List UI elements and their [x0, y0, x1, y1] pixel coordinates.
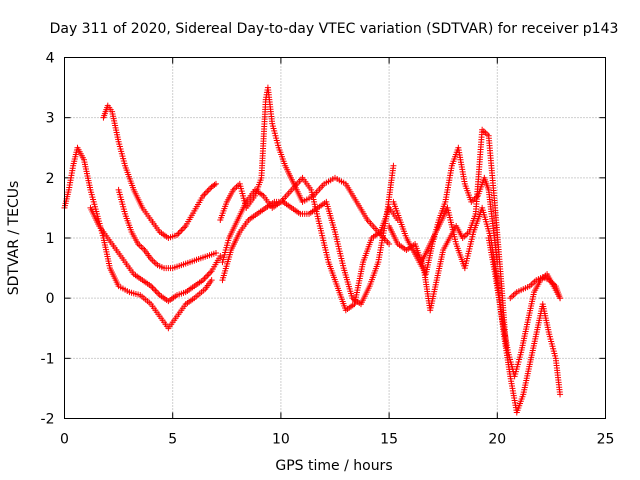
data-point: [212, 250, 219, 257]
data-point: [181, 224, 188, 231]
data-point: [207, 269, 214, 276]
data-point: [149, 284, 156, 291]
data-point: [176, 228, 183, 235]
data-point: [208, 277, 215, 284]
x-tick-label: 20: [488, 432, 506, 448]
x-tick-label: 5: [168, 432, 177, 448]
data-point: [211, 181, 218, 188]
x-tick-label: 15: [380, 432, 398, 448]
data-point: [205, 186, 212, 193]
data-point: [390, 162, 397, 169]
y-tick-label: 4: [46, 51, 55, 67]
data-points: [61, 84, 564, 416]
data-point: [150, 286, 157, 293]
data-point: [178, 227, 185, 234]
series-track-4: [87, 204, 224, 305]
series-track-5: [217, 84, 393, 248]
y-axis-label: SDTVAR / TECUs: [6, 181, 22, 296]
series-track-7: [219, 162, 397, 308]
data-point: [212, 180, 219, 187]
series-track-12: [507, 274, 564, 302]
x-axis-label: GPS time / hours: [275, 458, 392, 474]
data-point: [386, 241, 393, 248]
series-track-3: [115, 186, 219, 272]
data-point: [153, 289, 160, 296]
data-point: [202, 274, 209, 281]
axis-ticks: 0 5 10 15 20 25 -2 -1 0 1 2 3 4: [41, 51, 615, 448]
data-point: [155, 290, 162, 297]
x-tick-label: 10: [272, 432, 290, 448]
data-point: [557, 295, 564, 302]
y-tick-label: -2: [41, 412, 55, 428]
data-point: [204, 272, 211, 279]
series-track-10: [418, 204, 564, 416]
y-tick-label: -1: [41, 351, 55, 367]
x-tick-label: 0: [60, 432, 69, 448]
series-track-1: [61, 144, 215, 332]
plot-frame: [64, 57, 606, 419]
data-point: [201, 275, 208, 282]
series-track-2: [100, 102, 219, 241]
y-tick-label: 1: [46, 231, 55, 247]
grid-lines: [64, 57, 606, 419]
data-point: [205, 271, 212, 278]
y-tick-label: 3: [46, 111, 55, 127]
data-point: [201, 191, 208, 198]
data-point: [217, 253, 224, 260]
x-tick-label: 25: [597, 432, 615, 448]
y-tick-label: 0: [46, 291, 55, 307]
data-point: [557, 391, 564, 398]
series-track-6: [219, 174, 401, 314]
chart-title: Day 311 of 2020, Sidereal Day-to-day VTE…: [50, 21, 619, 37]
data-point: [202, 189, 209, 196]
data-point: [152, 287, 159, 294]
data-point: [179, 225, 186, 232]
data-point: [204, 188, 211, 195]
y-tick-label: 2: [46, 171, 55, 187]
